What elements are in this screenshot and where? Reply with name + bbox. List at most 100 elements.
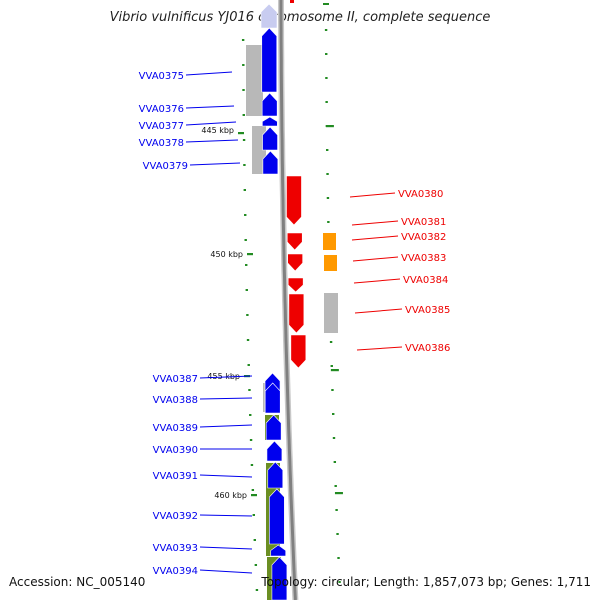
- gene-label-vva0375: VVA0375: [139, 71, 184, 82]
- gene-label-vva0385: VVA0385: [405, 305, 450, 316]
- gene-arrow: [261, 92, 278, 117]
- gene-arrow: [287, 253, 303, 272]
- gene-arrow: [265, 414, 282, 441]
- gene-leader-line: [199, 375, 253, 379]
- scale-dot: [336, 533, 339, 535]
- gene-arrow: [266, 440, 283, 462]
- gene-label-vva0377: VVA0377: [139, 121, 184, 132]
- scale-dot: [332, 437, 336, 439]
- scale-dot: [246, 339, 250, 341]
- gene-label-vva0387: VVA0387: [153, 374, 198, 385]
- gene-label-vva0393: VVA0393: [153, 543, 198, 554]
- gene-leader-line: [185, 105, 235, 109]
- scale-dot: [323, 3, 329, 5]
- feature-bar: [246, 45, 263, 116]
- scale-dot: [325, 53, 328, 55]
- gene-leader-line: [199, 546, 253, 550]
- scale-dot: [334, 485, 337, 487]
- scale-dot: [325, 77, 328, 79]
- gene-arrow: [269, 488, 285, 545]
- scale-dot: [338, 581, 341, 583]
- map-title: Vibrio vulnificus YJ016 chromosome II, c…: [109, 10, 491, 25]
- gene-leader-line: [189, 162, 241, 166]
- gene-arrow: [288, 293, 305, 334]
- scale-dot: [337, 557, 340, 559]
- scale-tick-label: 445 kbp: [201, 126, 234, 135]
- gene-arrow: [267, 461, 284, 489]
- scale-dot: [332, 413, 335, 415]
- gene-label-vva0379: VVA0379: [143, 161, 188, 172]
- gene-label-vva0390: VVA0390: [153, 445, 198, 456]
- gene-arrow: [287, 277, 304, 293]
- gene-leader-line: [349, 192, 396, 198]
- scale-tick-label: 460 kbp: [214, 491, 247, 500]
- scale-dot: [251, 489, 255, 491]
- scale-dot: [244, 239, 247, 241]
- scale-tick: [325, 125, 334, 128]
- gene-label-vva0383: VVA0383: [401, 253, 446, 264]
- scale-dot: [245, 264, 248, 266]
- feature-bar: [324, 293, 338, 333]
- gene-arrow: [271, 556, 288, 600]
- scale-dot: [252, 514, 255, 516]
- scale-tick-label: 455 kbp: [207, 372, 240, 381]
- gene-arrow: [286, 175, 302, 226]
- gene-leader-line: [351, 235, 399, 241]
- gene-label-vva0382: VVA0382: [401, 232, 446, 243]
- gene-arrow: [262, 126, 278, 151]
- scale-dot: [327, 221, 330, 223]
- gene-leader-line: [185, 71, 233, 76]
- gene-leader-line: [352, 256, 399, 262]
- feature-bar: [324, 255, 337, 271]
- gene-label-vva0384: VVA0384: [403, 275, 448, 286]
- scale-dot: [249, 414, 252, 416]
- scale-tick-label: 450 kbp: [210, 250, 243, 259]
- gene-leader-line: [199, 397, 253, 400]
- scale-dot: [242, 64, 245, 66]
- gene-label-vva0392: VVA0392: [153, 511, 198, 522]
- gene-label-vva0381: VVA0381: [401, 217, 446, 228]
- scale-tick: [251, 494, 257, 497]
- gene-leader-line: [353, 278, 401, 284]
- scale-dot: [326, 149, 329, 151]
- gene-arrow: [260, 3, 278, 29]
- gene-arrow: [290, 334, 307, 369]
- gene-leader-line: [199, 474, 253, 478]
- scale-dot: [335, 509, 338, 511]
- gene-leader-line: [185, 121, 237, 126]
- gene-leader-line: [199, 424, 253, 428]
- gene-label-vva0388: VVA0388: [153, 395, 198, 406]
- scale-dot: [242, 114, 245, 116]
- gene-label-vva0394: VVA0394: [153, 566, 198, 577]
- scale-dot: [253, 539, 256, 541]
- scale-dot: [243, 164, 246, 166]
- gene-arrow: [290, 0, 294, 3]
- scale-dot: [247, 364, 250, 366]
- gene-leader-line: [354, 308, 403, 314]
- scale-dot: [249, 439, 253, 441]
- gene-arrow: [262, 150, 279, 175]
- scale-dot: [254, 564, 258, 566]
- gene-arrow: [262, 116, 278, 127]
- gene-arrow: [270, 544, 287, 557]
- gene-leader-line: [351, 220, 399, 226]
- scale-dot: [326, 173, 329, 175]
- scale-tick: [330, 369, 339, 372]
- gene-label-vva0380: VVA0380: [398, 189, 443, 200]
- scale-dot: [330, 365, 333, 367]
- scale-dot: [333, 461, 337, 463]
- scale-dot: [245, 289, 248, 291]
- scale-dot: [331, 389, 334, 391]
- gene-label-vva0376: VVA0376: [139, 104, 184, 115]
- scale-tick: [334, 492, 343, 495]
- backbone-line: [279, 0, 297, 600]
- scale-dot: [248, 389, 251, 391]
- feature-bar: [323, 233, 336, 250]
- scale-dot: [242, 139, 246, 141]
- gene-arrow: [261, 27, 278, 93]
- gene-leader-line: [356, 346, 403, 351]
- topology-text: Topology: circular; Length: 1,857,073 bp…: [261, 575, 591, 589]
- scale-dot: [255, 589, 259, 591]
- gene-arrow: [264, 382, 281, 414]
